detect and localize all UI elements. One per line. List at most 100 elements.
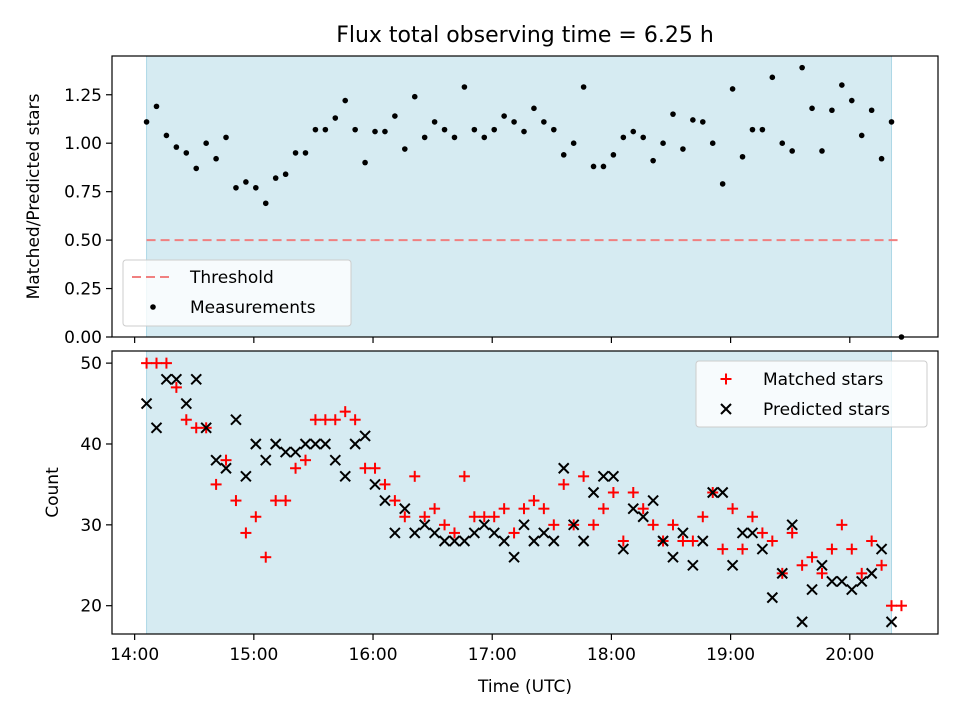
measurement-point xyxy=(769,74,776,81)
measurement-point xyxy=(551,126,557,133)
measurement-point xyxy=(491,126,498,133)
predicted-star-point-b xyxy=(865,567,878,580)
predicted-star-point xyxy=(349,438,361,450)
predicted-star-point xyxy=(597,470,610,483)
matched-star-point xyxy=(429,503,441,515)
predicted-star-point-b xyxy=(687,559,699,571)
matched-star-point xyxy=(836,519,848,531)
matched-star-point xyxy=(518,503,530,515)
measurement-point xyxy=(799,64,805,71)
legend-measurement-marker xyxy=(150,304,156,310)
matched-star-point xyxy=(677,535,689,547)
predicted-star-point xyxy=(736,527,749,539)
x-tick-label: 18:00 xyxy=(587,645,636,665)
ratio-y-tick-label: 1.25 xyxy=(64,86,102,106)
legend-cross-b xyxy=(720,403,732,415)
measurement-point xyxy=(292,150,299,156)
matched-star-point xyxy=(468,511,480,523)
predicted-star-point xyxy=(140,397,153,410)
predicted-star-point-b xyxy=(150,422,163,434)
matched-star-point xyxy=(359,462,371,474)
matched-star-point xyxy=(886,600,898,612)
predicted-star-point xyxy=(160,373,173,386)
x-tick-label: 16:00 xyxy=(349,645,398,665)
predicted-star-point xyxy=(786,519,798,531)
matched-star-point xyxy=(250,511,262,523)
predicted-star-point xyxy=(856,575,868,588)
measurement-point xyxy=(829,107,835,114)
predicted-star-point-b xyxy=(448,535,461,547)
predicted-star-point-b xyxy=(488,527,500,539)
predicted-star-point-b xyxy=(339,470,351,483)
predicted-star-point xyxy=(200,422,212,434)
count-panel-axes: 20 30 40 50 14:00 15:00 16:00 17:00 18:00 19:00 20… xyxy=(80,350,939,665)
predicted-star-point xyxy=(389,527,401,539)
predicted-star-point xyxy=(279,446,292,458)
predicted-star-point xyxy=(359,430,371,442)
measurement-point xyxy=(233,184,239,191)
measurement-point xyxy=(690,117,696,123)
predicted-star-point-b xyxy=(567,519,580,531)
matched-star-point xyxy=(150,357,162,369)
matched-star-point xyxy=(727,503,739,515)
predicted-star-point xyxy=(230,414,242,426)
matched-star-point xyxy=(558,478,570,490)
matched-star-point xyxy=(766,535,778,547)
measurement-point xyxy=(441,126,448,133)
predicted-star-point-b xyxy=(359,430,371,442)
measurement-point xyxy=(580,84,587,90)
predicted-star-point-b xyxy=(746,527,759,539)
measurement-point xyxy=(163,132,170,139)
measurement-point xyxy=(253,184,259,191)
predicted-star-point-b xyxy=(587,486,600,499)
matched-star-point xyxy=(508,527,520,539)
predicted-star-point-b xyxy=(647,494,659,507)
measurement-point xyxy=(431,119,438,125)
ratio-legend: Threshold Measurements xyxy=(122,259,352,327)
predicted-star-point xyxy=(289,446,302,458)
matched-star-point xyxy=(488,511,500,523)
predicted-star-point xyxy=(309,438,322,450)
matched-star-point xyxy=(379,478,391,490)
predicted-star-point xyxy=(687,559,699,571)
matched-star-point xyxy=(756,527,768,539)
x-tick-label: 17:00 xyxy=(468,645,517,665)
count-legend-box xyxy=(695,360,928,428)
predicted-star-point xyxy=(875,543,888,555)
predicted-star-point-b xyxy=(736,527,749,539)
predicted-star-point xyxy=(508,551,520,563)
predicted-star-point xyxy=(697,535,709,547)
x-tick-label: 19:00 xyxy=(706,645,755,665)
predicted-star-point xyxy=(399,502,411,515)
matched-star-point xyxy=(141,357,153,369)
matched-star-point xyxy=(270,495,282,507)
predicted-star-point xyxy=(677,527,689,539)
predicted-star-point-b xyxy=(170,373,183,386)
predicted-star-point xyxy=(538,527,550,539)
predicted-star-point xyxy=(647,494,659,507)
predicted-star-point xyxy=(438,535,451,547)
matched-star-point xyxy=(746,511,758,523)
matched-star-point xyxy=(190,422,202,434)
x-tick-label: 20:00 xyxy=(825,645,874,665)
matched-star-point xyxy=(458,470,470,482)
predicted-star-point-b xyxy=(836,575,848,588)
predicted-star-point xyxy=(190,373,202,386)
predicted-star-point-b xyxy=(667,551,679,563)
predicted-star-point xyxy=(806,583,818,596)
predicted-star-point xyxy=(458,535,471,547)
predicted-star-point-b xyxy=(716,486,729,499)
measurement-point xyxy=(759,126,766,133)
measurement-point xyxy=(521,128,527,135)
predicted-star-point xyxy=(319,438,332,450)
predicted-star-point-b xyxy=(250,438,262,450)
predicted-star-point-b xyxy=(200,422,212,434)
measurement-point xyxy=(451,134,458,141)
measurement-point xyxy=(560,152,567,158)
predicted-star-point-b xyxy=(478,519,490,531)
measurement-point xyxy=(262,200,269,207)
predicted-star-point xyxy=(726,559,739,571)
predicted-star-point-b xyxy=(230,414,242,426)
matched-star-point xyxy=(588,519,600,531)
matched-star-point xyxy=(528,495,540,507)
